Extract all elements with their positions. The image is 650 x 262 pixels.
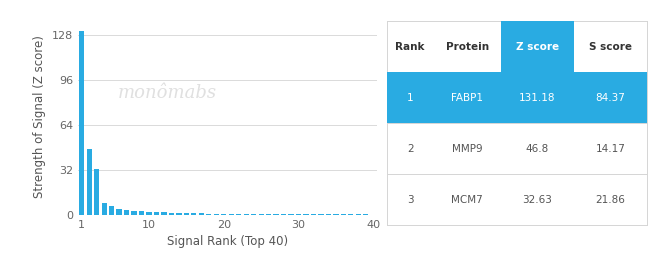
Bar (236, 214, 241, 215)
Text: 2: 2 (407, 144, 413, 154)
Text: Z score: Z score (516, 41, 559, 52)
Bar (341, 214, 346, 215)
Bar (348, 214, 354, 215)
Bar (124, 210, 129, 215)
Bar (296, 214, 301, 215)
Bar (154, 212, 159, 215)
Bar (304, 214, 309, 215)
Bar (259, 214, 264, 215)
Bar (281, 214, 286, 215)
Text: MMP9: MMP9 (452, 144, 483, 154)
Text: 32.63: 32.63 (523, 195, 552, 205)
Bar (184, 213, 189, 215)
Bar (356, 214, 361, 215)
Bar (318, 214, 324, 215)
Text: 1: 1 (407, 92, 413, 103)
Bar (169, 213, 174, 215)
Bar (191, 213, 196, 215)
Bar (311, 214, 316, 215)
Bar (214, 214, 219, 215)
Bar (274, 214, 279, 215)
Text: 21.86: 21.86 (595, 195, 625, 205)
Text: Rank: Rank (395, 41, 425, 52)
Bar (333, 214, 339, 215)
Bar (266, 214, 271, 215)
Bar (101, 203, 107, 215)
Bar (206, 214, 211, 215)
Bar (176, 213, 181, 215)
Bar (146, 212, 151, 215)
Bar (109, 206, 114, 215)
Text: 46.8: 46.8 (526, 144, 549, 154)
Bar (289, 214, 294, 215)
Text: S score: S score (589, 41, 632, 52)
Bar (199, 214, 204, 215)
Bar (86, 149, 92, 215)
X-axis label: Signal Rank (Top 40): Signal Rank (Top 40) (167, 235, 288, 248)
Bar (229, 214, 234, 215)
Text: 3: 3 (407, 195, 413, 205)
Bar (116, 209, 122, 215)
Bar (244, 214, 249, 215)
Bar (94, 169, 99, 215)
Bar (221, 214, 226, 215)
Text: FABP1: FABP1 (451, 92, 484, 103)
Text: 14.17: 14.17 (595, 144, 625, 154)
Bar (79, 31, 84, 215)
Text: monômabs: monômabs (118, 84, 217, 102)
Y-axis label: Strength of Signal (Z score): Strength of Signal (Z score) (33, 35, 46, 198)
Text: 84.37: 84.37 (595, 92, 625, 103)
Bar (139, 211, 144, 215)
Bar (161, 212, 166, 215)
Bar (131, 211, 136, 215)
Text: 131.18: 131.18 (519, 92, 556, 103)
Bar (251, 214, 256, 215)
Text: MCM7: MCM7 (452, 195, 483, 205)
Bar (326, 214, 331, 215)
Text: Protein: Protein (446, 41, 489, 52)
